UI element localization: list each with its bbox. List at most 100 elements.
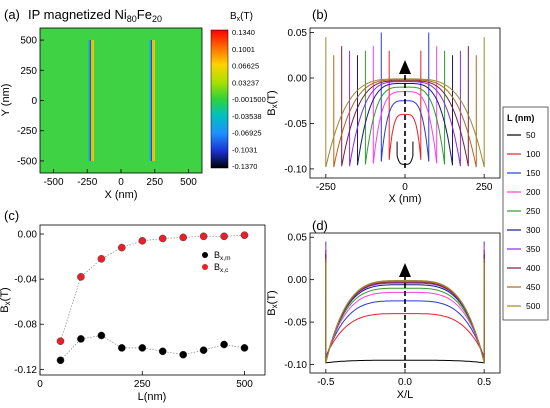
x-tick-label: 500 xyxy=(180,177,197,188)
colorbar-label-main: B xyxy=(230,11,237,22)
panel-b-y-ticks: -0.10 -0.05 0.00 0.05 xyxy=(284,28,314,175)
legend-length-entries: 50 100 150 200 250 300 350 400 450 500 xyxy=(507,130,540,311)
heatmap-y-label: Y (nm) xyxy=(0,84,12,117)
legend-length-label: 150 xyxy=(526,168,540,178)
colorbar-tick-label: -0.06925 xyxy=(232,129,262,138)
legend-length-label: 400 xyxy=(526,263,540,273)
panel-c-point xyxy=(240,344,249,352)
panel-c-series-line xyxy=(60,335,245,361)
panel-c-point xyxy=(138,236,147,245)
colorbar-tick-label: 0.1340 xyxy=(232,28,255,37)
x-tick-label: 250 xyxy=(134,379,151,390)
y-tick-label: -0.08 xyxy=(14,320,37,331)
panel-c-point xyxy=(179,233,187,242)
panel-b-series-line xyxy=(341,46,469,167)
y-tick-label: -0.05 xyxy=(284,318,307,329)
panel-c-point xyxy=(179,350,187,359)
panel-d-label: (d) xyxy=(312,218,328,233)
legend-length-label: 450 xyxy=(526,282,540,292)
colorbar-ticks: 0.1340 0.1001 0.06625 0.03237 -0.001500 -0.03… xyxy=(232,28,266,171)
y-tick-label: 500 xyxy=(20,36,37,47)
panel-c-point xyxy=(97,254,106,263)
x-tick-label: 0 xyxy=(402,182,408,193)
colorbar-tick-label: -0.001500 xyxy=(232,95,266,104)
colorbar-tick-label: -0.03538 xyxy=(232,112,262,121)
panel-b-series-line xyxy=(396,141,414,165)
panel-a-title: IP magnetized Ni80Fe20 xyxy=(28,7,162,24)
panel-c-y-label: Bx(T) xyxy=(0,287,12,312)
panel-c-point xyxy=(118,243,126,252)
panel-d-series-line xyxy=(325,330,485,364)
panel-c-point xyxy=(56,356,65,365)
panel-d-arrow-head xyxy=(399,263,411,277)
panel-c-series-line xyxy=(60,234,245,342)
panel-c-frame xyxy=(39,224,266,376)
panel-b-series-line xyxy=(388,50,422,160)
x-tick-label: 0.0 xyxy=(398,377,412,388)
panel-d-y-ticks: -0.10 -0.05 0.00 0.05 xyxy=(284,233,314,371)
heatmap-y-ticks: -500 -250 0 250 500 xyxy=(17,36,44,167)
y-tick-label: 0.05 xyxy=(288,233,308,244)
panel-c-point xyxy=(199,346,208,355)
panel-c-point xyxy=(56,337,65,346)
panel-c-legend-label-main: B xyxy=(214,262,220,272)
colorbar-gradient xyxy=(210,29,229,169)
x-tick-label: 0 xyxy=(37,379,43,390)
legend-length-label: 300 xyxy=(526,225,540,235)
heatmap-x-ticks: -500 -250 0 250 500 xyxy=(43,169,197,188)
panel-c-x-label: L(nm) xyxy=(138,391,167,403)
x-tick-label: -250 xyxy=(316,182,336,193)
panel-c-legend-label: Bx,m xyxy=(214,250,231,262)
legend-length-label: 250 xyxy=(526,206,540,216)
x-tick-label: 0 xyxy=(118,177,124,188)
colorbar-label-unit: (T) xyxy=(240,11,253,22)
heatmap-stripe-left xyxy=(88,40,94,161)
y-tick-label: -0.10 xyxy=(284,360,307,371)
panel-d-series-line xyxy=(325,254,485,357)
heatmap-stripe-right xyxy=(149,40,155,161)
panel-c-point xyxy=(77,273,85,281)
panel-b-arrow-head xyxy=(399,60,411,74)
panel-c-legend-marker xyxy=(202,264,208,270)
heatmap-x-label: X (nm) xyxy=(105,189,138,201)
x-tick-label: 500 xyxy=(236,379,253,390)
panel-c-point xyxy=(199,232,208,241)
panel-b-line-chart: -250 0 250 -0.10 -0.05 0.00 0.05 X (nm) Bx(T) xyxy=(266,27,501,205)
legend-length: L (nm) 50 100 150 200 250 300 350 400 450 500 xyxy=(502,106,549,321)
panel-c-legend-label-main: B xyxy=(214,250,220,260)
y-tick-label: -250 xyxy=(17,126,37,137)
panel-b-x-ticks: -250 0 250 xyxy=(316,174,493,193)
panel-c-point xyxy=(77,335,85,343)
y-tick-label: -0.05 xyxy=(284,119,307,130)
y-tick-label: 0.00 xyxy=(288,74,308,85)
y-tick-label: -0.04 xyxy=(14,275,37,286)
legend-length-title: L (nm) xyxy=(507,113,534,123)
legend-length-label: 200 xyxy=(526,187,540,197)
colorbar: Bx(T) 0.1340 0.1001 0.06625 0.03237 -0.00150… xyxy=(210,11,266,171)
panel-a-label: (a) xyxy=(4,7,20,22)
panel-a-heatmap: -500 -250 0 250 500 -500 -250 0 250 500 X (nm) Y… xyxy=(0,27,203,201)
panel-c-point xyxy=(240,231,249,239)
y-tick-label: -500 xyxy=(17,156,37,167)
y-tick-label: 0 xyxy=(31,96,37,107)
colorbar-tick-label: 0.06625 xyxy=(232,62,259,71)
panel-d-x-label: X/L xyxy=(397,389,414,401)
y-tick-label: 0.00 xyxy=(288,275,308,286)
panel-c-legend-label: Bx,c xyxy=(214,262,229,274)
x-tick-label: -0.5 xyxy=(317,377,335,388)
panel-d-series-line xyxy=(325,262,485,363)
panel-c-point xyxy=(118,344,126,352)
panel-c-point xyxy=(158,234,167,243)
y-tick-label: -0.10 xyxy=(284,164,307,175)
panel-b-x-label: X (nm) xyxy=(389,193,422,205)
panel-c-scatter-chart: 0 250 500 -0.12 -0.08 -0.04 0.00 Bx,mBx,c L(n… xyxy=(0,224,266,403)
panel-c-point xyxy=(158,347,167,356)
x-tick-label: -500 xyxy=(43,177,63,188)
panel-c-legend-label-sub: x,c xyxy=(220,267,229,274)
panel-c-label: (c) xyxy=(4,208,19,223)
colorbar-label-sub: x xyxy=(237,16,241,23)
panel-d-line-chart: -0.5 0.0 0.5 -0.10 -0.05 0.00 0.05 X/L Bx(T) xyxy=(266,232,501,401)
colorbar-tick-label: -0.1370 xyxy=(232,162,257,171)
panel-c-series xyxy=(56,231,249,365)
